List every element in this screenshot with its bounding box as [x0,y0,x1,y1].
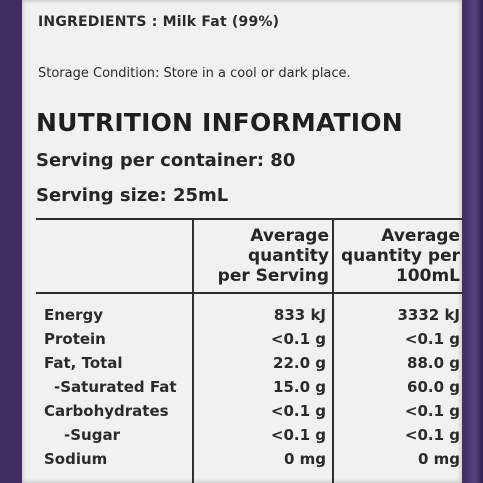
table-row: Fat, Total 22.0 g 88.0 g [36,354,462,378]
nutrient-name: -Sugar [64,426,120,444]
header-per-100ml-line2: quantity per [340,246,460,266]
product-label: INGREDIENTS : Milk Fat (99%) Storage Con… [22,0,462,483]
value-per-serving: 0 mg [283,450,326,468]
table-divider-2 [332,220,334,483]
nutrient-name: Fat, Total [44,354,123,372]
table-divider-1 [192,220,194,483]
value-per-serving: 833 kJ [273,306,326,324]
value-per-100ml: 88.0 g [407,354,460,372]
value-per-serving: <0.1 g [270,402,326,420]
table-row: -Sugar <0.1 g <0.1 g [36,426,462,450]
table-header-rule [36,292,462,294]
value-per-100ml: 0 mg [417,450,460,468]
value-per-100ml: <0.1 g [404,402,460,420]
nutrient-name: Energy [44,306,104,324]
ingredients-text: INGREDIENTS : Milk Fat (99%) [38,14,280,30]
table-row: Energy 833 kJ 3332 kJ [36,306,462,330]
value-per-100ml: <0.1 g [404,426,460,444]
serving-per-container: Serving per container: 80 [36,150,296,171]
nutrition-title: NUTRITION INFORMATION [36,108,403,137]
value-per-serving: <0.1 g [270,426,326,444]
value-per-serving: 15.0 g [273,378,326,396]
header-per-serving-line2: quantity [247,246,329,266]
table-row: -Saturated Fat 15.0 g 60.0 g [36,378,462,402]
header-per-100ml: Average quantity per 100mL [336,226,460,286]
table-row: Protein <0.1 g <0.1 g [36,330,462,354]
value-per-serving: 22.0 g [273,354,326,372]
header-per-serving-line1: Average [250,226,329,246]
value-per-100ml: <0.1 g [404,330,460,348]
value-per-100ml: 60.0 g [407,378,460,396]
header-per-serving: Average quantity per Serving [196,226,329,286]
table-row: Carbohydrates <0.1 g <0.1 g [36,402,462,426]
storage-condition-text: Storage Condition: Store in a cool or da… [38,66,351,81]
container-edge [462,0,483,483]
nutrient-name: Sodium [44,450,108,468]
nutrient-name: Carbohydrates [44,402,169,420]
header-per-100ml-line3: 100mL [395,266,460,286]
nutrition-table: Average quantity per Serving Average qua… [36,218,462,483]
header-per-serving-line3: per Serving [217,266,329,286]
value-per-100ml: 3332 kJ [397,306,460,324]
header-per-100ml-line1: Average [381,226,460,246]
table-row: Sodium 0 mg 0 mg [36,450,462,474]
serving-size: Serving size: 25mL [36,185,229,206]
nutrient-name: Protein [44,330,106,348]
nutrient-name: -Saturated Fat [54,378,177,396]
value-per-serving: <0.1 g [270,330,326,348]
